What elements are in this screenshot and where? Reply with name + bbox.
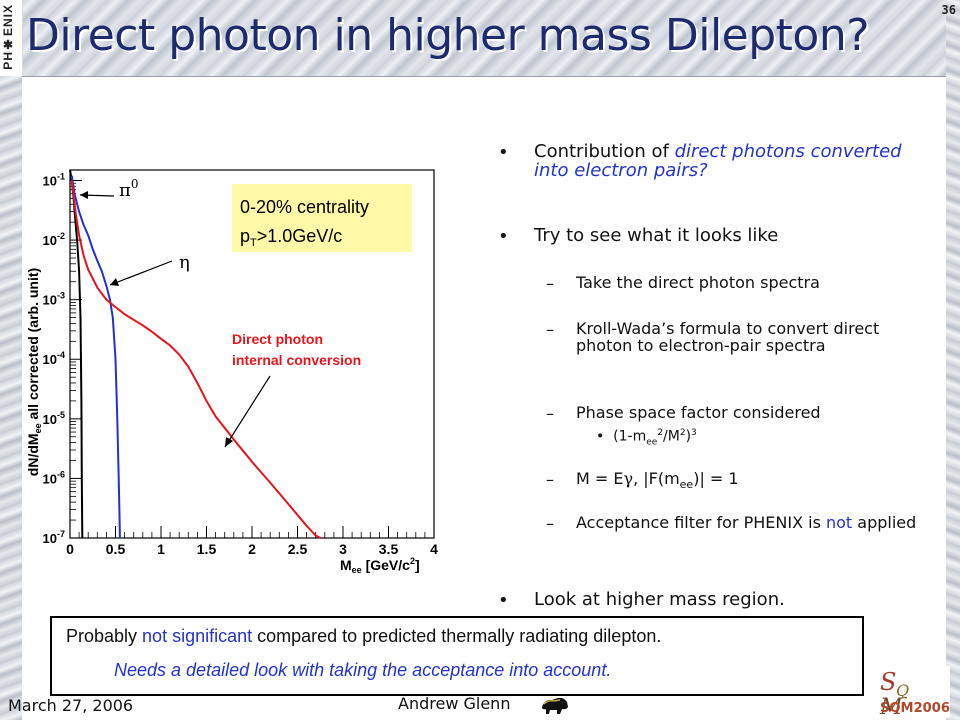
eta-arrow [109,260,173,286]
direct-photon-label-2: internal conversion [232,352,361,368]
sub-bullet-1-text: Take the direct photon spectra [576,273,820,292]
conclusion-box: Probably not significant compared to pre… [50,616,864,696]
sqm2006-logo: S Q M SQM2006 [876,666,950,718]
y-tick-label: 10-7 [43,529,65,546]
direct-photon-arrowhead [225,437,233,447]
bullet-3-text: Look at higher mass region. [534,589,785,610]
y-tick-label: 10-2 [43,231,65,248]
legend-pt-cut: pT>1.0GeV/c [240,226,342,249]
slide-title: Direct photon in higher mass Dilepton? [26,10,870,61]
phenix-logo-text: PH✱ENIX [1,4,15,70]
legend-box [232,184,412,252]
svg-text:S: S [880,668,896,696]
y-tick-label: 10-4 [43,350,65,367]
bullet-1-highlight: direct photons converted into electron p… [534,141,902,181]
conclusion-line-2: Needs a detailed look with taking the ac… [114,660,612,680]
x-tick-label: 3 [339,541,347,557]
x-axis-label: Mee [GeV/c2] [340,556,420,575]
slide-number: 36 [941,3,956,17]
series-line-direct [70,180,321,539]
y-tick-label: 10-3 [43,291,65,308]
x-tick-label: 3.5 [379,541,399,557]
svg-text:M: M [879,695,903,718]
eta-arrowhead [110,278,119,286]
x-tick-label: 2.5 [288,541,308,557]
sqm2006-logo-text: SQM2006 [880,701,950,716]
y-tick-label: 10-5 [43,410,65,427]
x-tick-label: 1.5 [197,541,217,557]
series-line-eta [70,175,121,539]
x-tick-label: 1 [157,541,165,557]
right-decor-strip [946,0,960,720]
phenix-logo: PH✱ENIX [0,0,23,76]
x-tick-label: 0 [66,541,74,557]
y-axis-label: dN/dMee all corrected (arb. unit) [25,268,43,476]
direct-photon-arrow [224,375,271,448]
y-tick-label: 10-6 [43,469,65,486]
footer-date: March 27, 2006 [8,696,134,715]
footer-author: Andrew Glenn [398,694,511,713]
pi0-arrowhead [80,191,88,199]
x-tick-label: 0.5 [106,541,126,557]
sub-bullet-2-text: Kroll-Wada’s formula to convert direct p… [576,319,880,355]
not-highlight: not [825,513,853,532]
bullet-2-text: Try to see what it looks like [534,225,779,246]
svg-text:Q: Q [896,681,909,700]
legend-centrality: 0-20% centrality [240,197,369,217]
eta-label: η [179,252,190,273]
direct-photon-label: Direct photon [232,331,323,347]
buffalo-logo-icon [542,697,568,714]
sub-sub-bullet: • (1-mee2/M2)3 [596,428,697,448]
y-tick-label: 10-1 [43,171,65,188]
x-tick-label: 4 [430,541,438,557]
pi0-label: π0 [119,177,138,201]
bullet-1-text: Contribution of [534,141,675,162]
conclusion-line-1: Probably not significant compared to pre… [66,626,662,646]
sub-bullet-3-text: Phase space factor considered [576,403,821,422]
mass-spectrum-chart: 10-1 10-2 10-3 10-4 10-5 10-6 10-7 0 0.5 1 1.5 2 2.… [22,140,442,580]
x-tick-label: 2 [248,541,256,557]
left-decor-strip [0,0,22,720]
title-bar [22,0,946,77]
